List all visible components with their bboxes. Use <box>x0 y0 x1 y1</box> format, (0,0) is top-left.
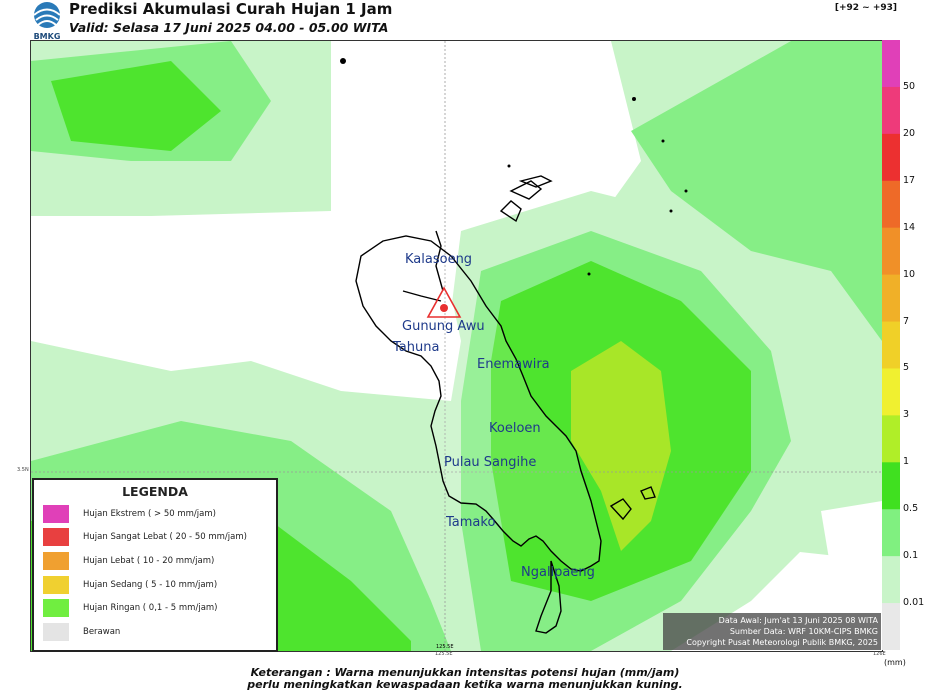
colorbar-segment <box>882 368 900 416</box>
colorbar-segment <box>882 415 900 463</box>
colorbar-tick-label: 0.01 <box>903 597 925 609</box>
colorbar-segment <box>882 40 900 88</box>
legend-label: Hujan Sedang ( 5 - 10 mm/jam) <box>83 580 218 590</box>
legend-label: Hujan Ekstrem ( > 50 mm/jam) <box>83 509 216 519</box>
credit-line-copyright: Copyright Pusat Meteorologi Publik BMKG,… <box>686 638 878 647</box>
legend-swatch <box>43 599 69 617</box>
place-label: Pulau Sangihe <box>444 455 536 470</box>
place-label: Tahuna <box>392 340 439 355</box>
footer-note-warning: perlu meningkatkan kewaspadaan ketika wa… <box>247 678 683 691</box>
legend-item: Berawan <box>43 622 120 642</box>
colorbar-segment <box>882 603 900 650</box>
legend-label: Hujan Lebat ( 10 - 20 mm/jam) <box>83 556 215 566</box>
rainfall-map[interactable]: Kalasoeng Gunung Awu Tahuna Enemawira Ko… <box>30 40 883 652</box>
colorbar-segment <box>882 133 900 182</box>
lon-label-125-5: 125.5E <box>435 651 453 657</box>
data-credit: Data Awal: Jum'at 13 Juni 2025 08 WITA S… <box>663 613 881 650</box>
legend-swatch <box>43 623 69 641</box>
legend-item: Hujan Lebat ( 10 - 20 mm/jam) <box>43 551 214 571</box>
credit-line-source: Sumber Data: WRF 10KM-CIPS BMKG <box>729 627 878 636</box>
colorbar-segment <box>882 227 900 276</box>
legend-swatch <box>43 505 69 523</box>
colorbar <box>882 40 900 650</box>
legend-item: Hujan Ekstrem ( > 50 mm/jam) <box>43 504 216 524</box>
colorbar-segment <box>882 180 900 229</box>
colorbar-tick-label: 0.1 <box>903 550 919 562</box>
colorbar-segment <box>882 274 900 323</box>
colorbar-segment <box>882 509 900 557</box>
footer-note: Keterangan : Warna menunjukkan intensita… <box>250 666 680 679</box>
colorbar-segment <box>882 86 900 135</box>
svg-text:BMKG: BMKG <box>34 32 61 40</box>
map-title: Prediksi Akumulasi Curah Hujan 1 Jam <box>69 0 393 18</box>
legend-swatch <box>43 528 69 546</box>
colorbar-tick-label: 10 <box>903 268 916 280</box>
colorbar-segment <box>882 321 900 369</box>
credit-line-initial-data: Data Awal: Jum'at 13 Juni 2025 08 WITA <box>718 616 878 625</box>
colorbar-tick-label: 5 <box>903 362 910 374</box>
lon-label-126: 126E <box>873 651 886 657</box>
legend-swatch <box>43 552 69 570</box>
colorbar-segment <box>882 462 900 510</box>
legend-title: LEGENDA <box>122 484 188 499</box>
legend-item: Hujan Ringan ( 0,1 - 5 mm/jam) <box>43 598 218 618</box>
lat-label-outer: 3.5N <box>17 467 29 473</box>
legend-swatch <box>43 576 69 594</box>
place-label: Tamako <box>445 515 495 530</box>
place-label: Ngalipaeng <box>521 565 595 580</box>
bmkg-logo: BMKG <box>33 2 61 40</box>
legend-item: Hujan Sangat Lebat ( 20 - 50 mm/jam) <box>43 527 247 547</box>
valid-time: Valid: Selasa 17 Juni 2025 04.00 - 05.00… <box>69 20 389 35</box>
legend-box: LEGENDA Hujan Ekstrem ( > 50 mm/jam) Huj… <box>32 478 278 652</box>
region-code: [+92 ~ +93] <box>834 3 897 13</box>
island-outline <box>355 175 656 634</box>
colorbar-tick-label: 14 <box>903 221 916 233</box>
colorbar-tick-label: 7 <box>903 315 910 327</box>
colorbar-tick-label: 20 <box>903 127 916 139</box>
place-label: Koeloen <box>489 421 541 436</box>
colorbar-segment <box>882 556 900 604</box>
colorbar-tick-label: 1 <box>903 456 910 468</box>
legend-label: Hujan Ringan ( 0,1 - 5 mm/jam) <box>83 603 218 613</box>
map-canvas: Kalasoeng Gunung Awu Tahuna Enemawira Ko… <box>31 41 882 651</box>
colorbar-unit: (mm) <box>884 658 906 667</box>
lon-label: 125.5E <box>436 644 453 650</box>
colorbar-tick-label: 50 <box>903 80 916 92</box>
colorbar-tick-label: 0.5 <box>903 503 919 515</box>
legend-label: Berawan <box>83 627 121 637</box>
place-label: Gunung Awu <box>402 319 485 334</box>
legend-label: Hujan Sangat Lebat ( 20 - 50 mm/jam) <box>83 532 247 542</box>
colorbar-tick-label: 17 <box>903 174 916 186</box>
legend-item: Hujan Sedang ( 5 - 10 mm/jam) <box>43 575 217 595</box>
colorbar-tick-label: 3 <box>903 409 910 421</box>
place-label: Enemawira <box>477 357 550 372</box>
volcano-warning-icon <box>426 286 462 318</box>
place-label: Kalasoeng <box>405 252 472 267</box>
